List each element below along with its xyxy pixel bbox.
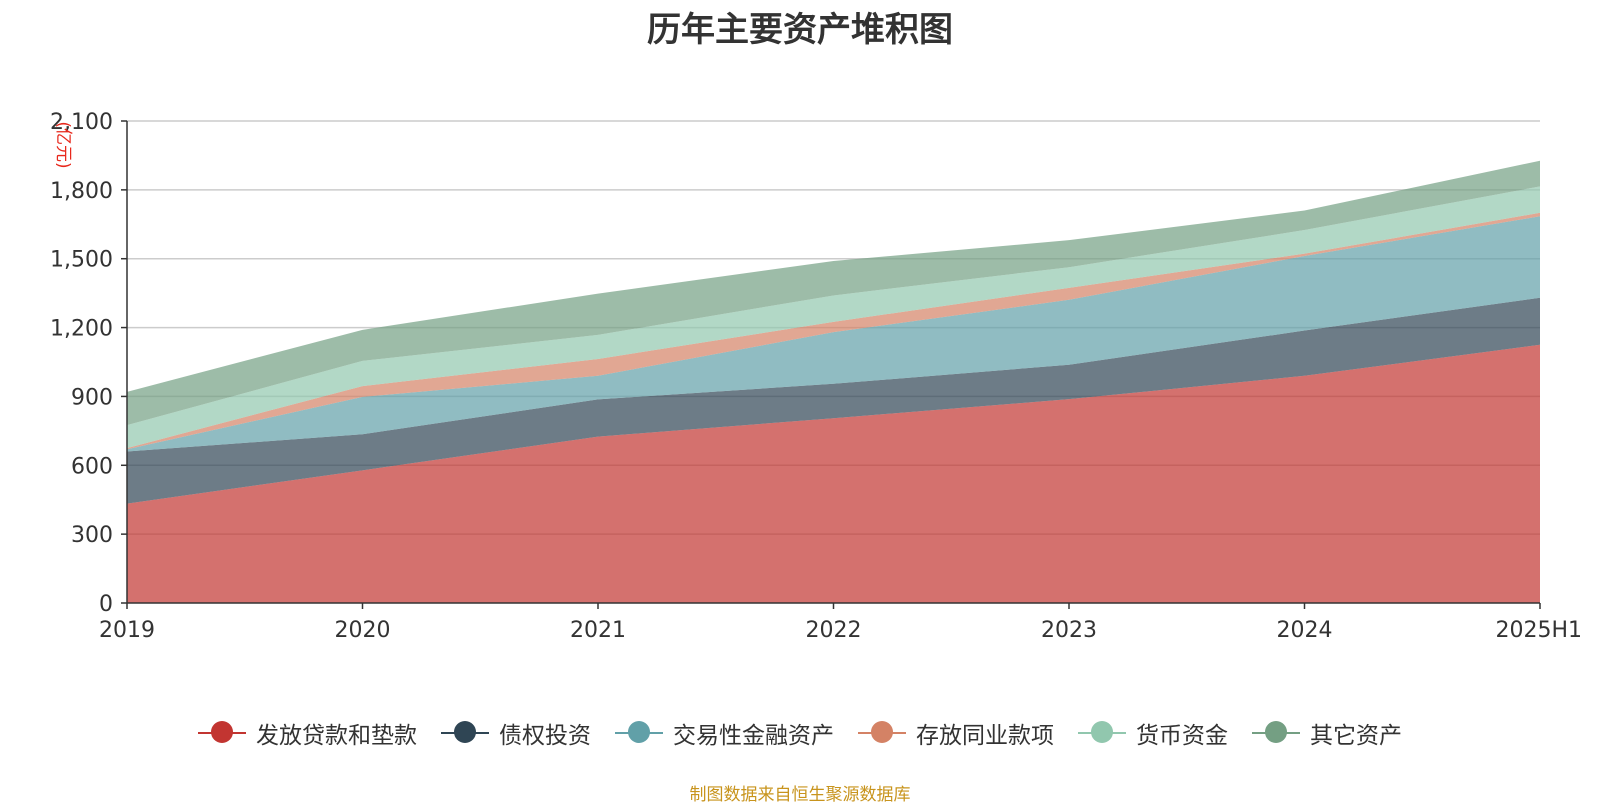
legend-item[interactable]: 发放贷款和垫款	[198, 716, 417, 750]
legend-label: 存放同业款项	[916, 723, 1054, 749]
x-tick-label: 2020	[335, 618, 391, 643]
y-tick-label: 900	[71, 385, 113, 410]
legend: 发放贷款和垫款 债权投资 交易性金融资产 存放同业款项 货币资金 其它资产	[0, 716, 1600, 750]
area-发放贷款和垫款	[127, 344, 1540, 603]
area-存放同业款项	[127, 212, 1540, 450]
y-axis-unit-label: (亿元)	[53, 121, 73, 168]
legend-marker	[858, 721, 906, 745]
legend-marker-dot	[628, 721, 650, 743]
legend-marker	[1252, 721, 1300, 745]
y-tick-label: 1,500	[50, 248, 113, 273]
legend-label: 其它资产	[1310, 723, 1402, 749]
legend-item[interactable]: 其它资产	[1252, 716, 1402, 750]
legend-item[interactable]: 交易性金融资产	[615, 716, 834, 750]
x-tick-label: 2021	[570, 618, 626, 643]
legend-marker-dot	[871, 721, 893, 743]
x-tick-label: 2023	[1041, 618, 1097, 643]
legend-item[interactable]: 债权投资	[441, 716, 591, 750]
legend-marker	[615, 721, 663, 745]
y-tick-label: 1,200	[50, 317, 113, 342]
legend-label: 债权投资	[499, 723, 591, 749]
legend-marker-dot	[1091, 721, 1113, 743]
stacked-area-chart: 0 300 600 900 1,200 1,500 1,800 2,100 2019 2020 20…	[50, 110, 1582, 643]
legend-item[interactable]: 存放同业款项	[858, 716, 1054, 750]
area-交易性金融资产	[127, 216, 1540, 452]
legend-label: 货币资金	[1136, 723, 1228, 749]
legend-marker-dot	[454, 721, 476, 743]
legend-label: 发放贷款和垫款	[256, 723, 417, 749]
area-series	[127, 160, 1540, 603]
legend-label: 交易性金融资产	[673, 723, 834, 749]
source-note: 制图数据来自恒生聚源数据库	[689, 785, 911, 805]
legend-marker	[198, 721, 246, 745]
x-tick-label: 2025H1	[1495, 618, 1582, 643]
legend-marker-dot	[211, 721, 233, 743]
legend-marker	[441, 721, 489, 745]
x-tick-label: 2022	[806, 618, 862, 643]
y-tick-label: 2,100	[50, 110, 113, 135]
legend-marker	[1078, 721, 1126, 745]
axes: 0 300 600 900 1,200 1,500 1,800 2,100 2019 2020 20…	[50, 110, 1582, 643]
y-tick-label: 300	[71, 523, 113, 548]
area-债权投资	[127, 297, 1540, 504]
x-tick-label: 2019	[99, 618, 155, 643]
area-货币资金	[127, 186, 1540, 449]
y-tick-label: 600	[71, 454, 113, 479]
area-其它资产	[127, 160, 1540, 426]
legend-item[interactable]: 货币资金	[1078, 716, 1228, 750]
x-tick-label: 2024	[1277, 618, 1333, 643]
y-tick-label: 1,800	[50, 179, 113, 204]
chart-title: 历年主要资产堆积图	[647, 10, 953, 50]
legend-marker-dot	[1265, 721, 1287, 743]
y-tick-label: 0	[99, 592, 113, 617]
